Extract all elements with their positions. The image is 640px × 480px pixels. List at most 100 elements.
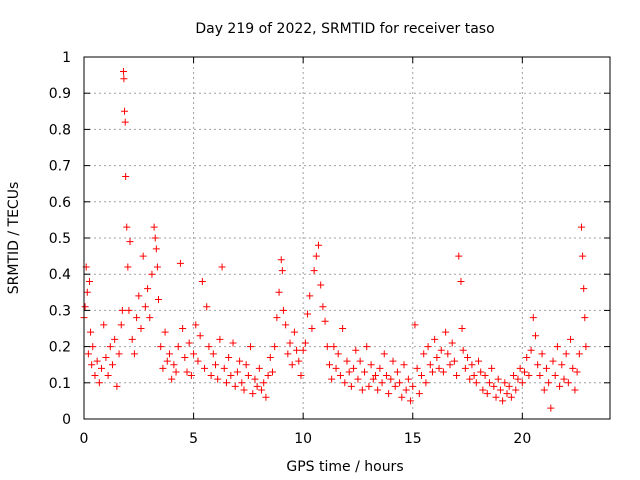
- data-point: [424, 343, 432, 351]
- data-point: [538, 350, 546, 358]
- data-point: [124, 263, 132, 271]
- data-point: [165, 350, 173, 358]
- data-point: [422, 379, 430, 387]
- data-point: [475, 357, 482, 365]
- data-point: [315, 241, 323, 249]
- data-point: [159, 364, 167, 372]
- data-point: [523, 353, 531, 361]
- data-point: [529, 314, 537, 322]
- data-point: [358, 386, 366, 394]
- y-tick-label: 0.4: [49, 267, 71, 283]
- data-point: [218, 263, 226, 271]
- data-point: [286, 339, 294, 347]
- data-point: [501, 379, 509, 387]
- data-point: [266, 353, 274, 361]
- data-point: [477, 368, 485, 376]
- data-point: [321, 317, 329, 325]
- data-point: [398, 393, 406, 401]
- data-point: [130, 350, 138, 358]
- data-point: [282, 321, 290, 329]
- data-point: [439, 368, 447, 376]
- data-point: [277, 256, 285, 264]
- data-point: [290, 328, 298, 336]
- data-point: [391, 382, 399, 390]
- data-point: [556, 382, 564, 390]
- data-point: [407, 397, 415, 405]
- data-point: [400, 361, 408, 369]
- data-point: [153, 263, 161, 271]
- data-point: [258, 386, 266, 394]
- y-tick-label: 0.3: [49, 303, 71, 319]
- data-point: [453, 372, 461, 380]
- data-point: [168, 375, 176, 383]
- data-point: [155, 296, 163, 304]
- data-point: [214, 375, 222, 383]
- x-tick-label: 0: [80, 431, 89, 447]
- data-point: [89, 343, 97, 351]
- data-point: [284, 350, 292, 358]
- data-point: [354, 375, 362, 383]
- data-point: [323, 343, 331, 351]
- data-point: [244, 372, 252, 380]
- data-point: [334, 350, 342, 358]
- data-point: [365, 382, 373, 390]
- data-point: [293, 346, 301, 354]
- data-point: [236, 357, 244, 365]
- data-point: [547, 404, 555, 412]
- data-point: [279, 306, 287, 314]
- data-point: [393, 368, 401, 376]
- data-point: [157, 343, 165, 351]
- y-tick-label: 0.7: [49, 159, 71, 175]
- data-point: [295, 357, 303, 365]
- y-tick-label: 0.2: [49, 340, 71, 356]
- data-point: [382, 372, 390, 380]
- data-point: [187, 372, 195, 380]
- y-axis-label: SRMTID / TECUs: [6, 182, 22, 295]
- data-point: [442, 328, 450, 336]
- data-point: [87, 328, 95, 336]
- data-point: [271, 343, 279, 351]
- grid-layer: [84, 57, 610, 419]
- data-point: [113, 382, 121, 390]
- data-point: [415, 390, 423, 398]
- data-point: [448, 339, 456, 347]
- data-point: [196, 332, 204, 340]
- data-point: [483, 390, 491, 398]
- data-point: [209, 350, 217, 358]
- data-point: [507, 393, 515, 401]
- data-point: [418, 372, 426, 380]
- data-point: [402, 386, 410, 394]
- data-point: [540, 386, 548, 394]
- data-point: [549, 357, 557, 365]
- data-point: [179, 325, 187, 332]
- data-point: [404, 375, 412, 383]
- data-point: [376, 364, 384, 372]
- data-point: [514, 375, 522, 383]
- data-point: [356, 357, 364, 365]
- y-tick-label: 0.5: [49, 231, 71, 247]
- data-point: [170, 361, 178, 369]
- data-point: [461, 364, 469, 372]
- data-point: [389, 357, 397, 365]
- data-point: [95, 379, 103, 387]
- data-point: [192, 321, 200, 329]
- data-point: [91, 372, 99, 380]
- data-point: [216, 335, 224, 343]
- data-point: [240, 386, 248, 394]
- data-point: [458, 325, 466, 332]
- y-tick-label: 0: [62, 412, 71, 428]
- data-point: [496, 386, 504, 394]
- data-point: [207, 372, 215, 380]
- data-point: [387, 375, 395, 383]
- data-point: [201, 364, 209, 372]
- data-point: [567, 335, 575, 343]
- y-tick-label: 1: [62, 50, 71, 66]
- data-point: [409, 382, 417, 390]
- data-point: [363, 343, 371, 351]
- data-point: [151, 234, 159, 242]
- data-point: [172, 368, 180, 376]
- data-point: [575, 350, 583, 358]
- data-point: [411, 321, 419, 329]
- data-point: [150, 223, 158, 231]
